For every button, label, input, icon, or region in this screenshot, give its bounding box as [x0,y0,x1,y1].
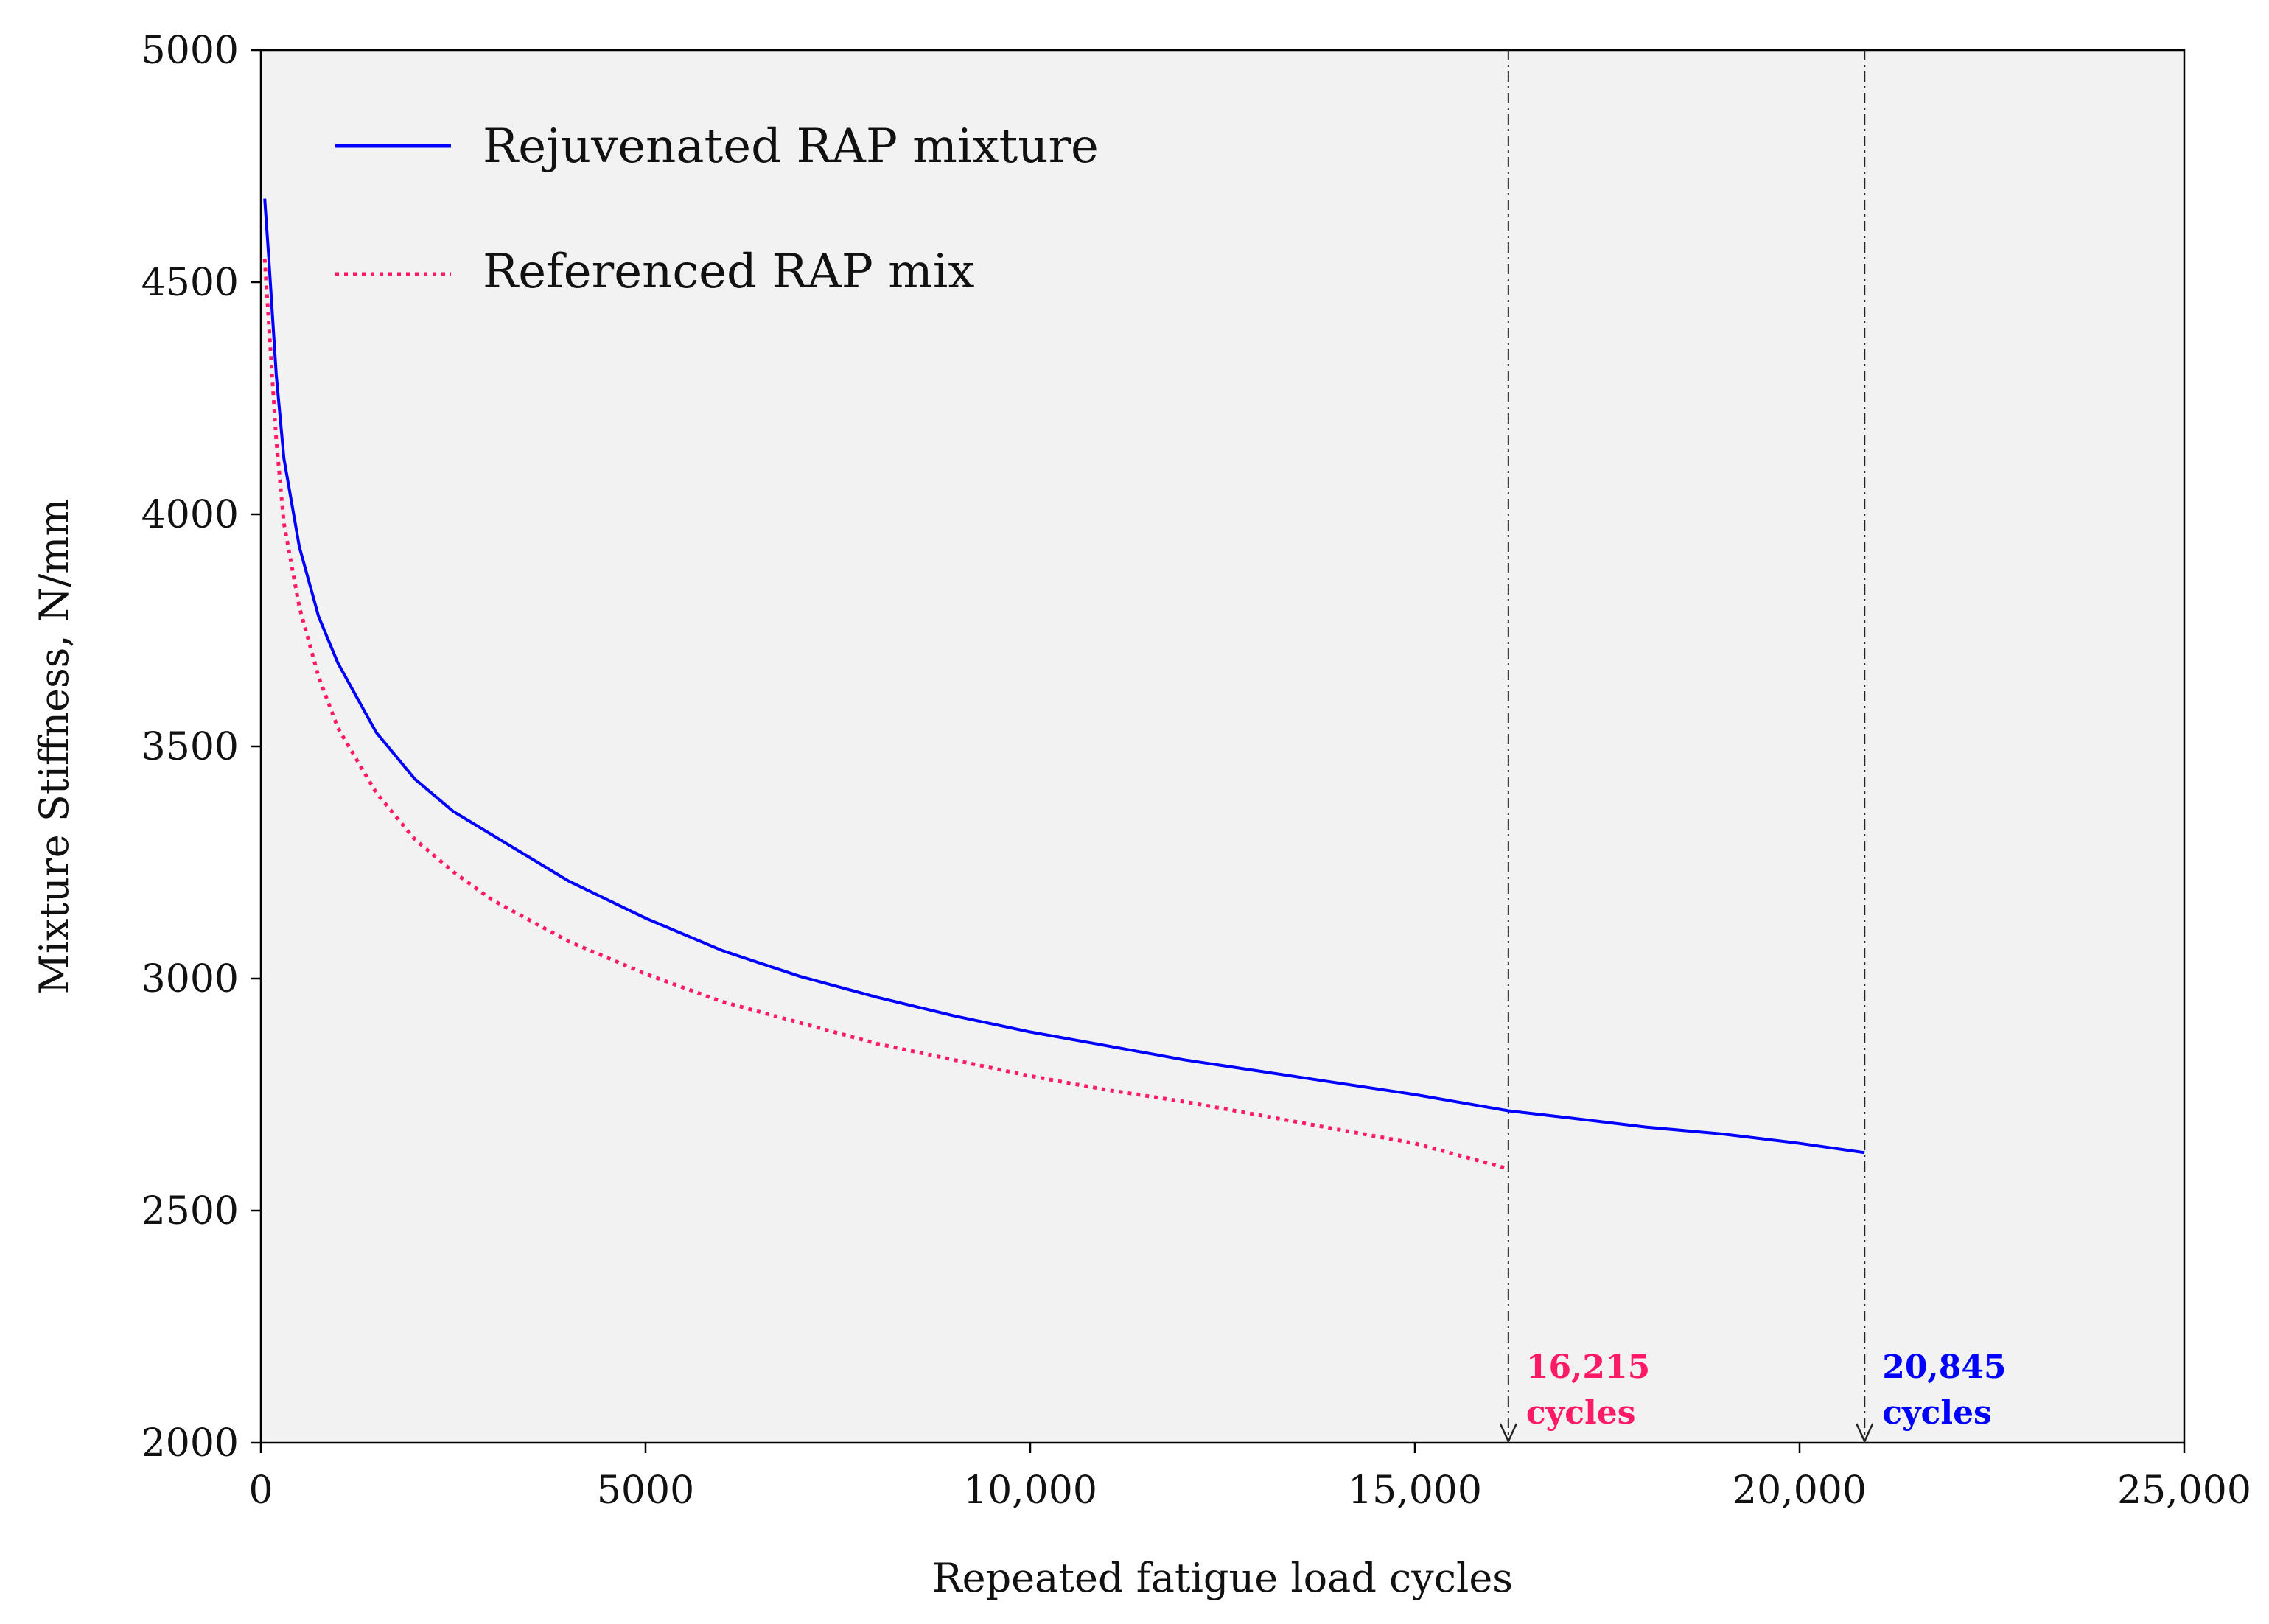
series-line-rejuvenated [263,198,1865,1155]
legend-label-referenced: Referenced RAP mix [483,245,974,299]
x-tick-label: 0 [248,1469,273,1513]
cycles-annotation-value: 20,845 [1882,1348,2006,1386]
y-tick-label: 3000 [141,957,239,1001]
reference-arrowhead [1499,1423,1517,1444]
y-tick-label: 3500 [141,725,239,769]
y-axis-title: Mixture Stiffness, N/mm [31,498,77,994]
y-tick-label: 5000 [141,29,239,73]
legend-label-rejuvenated: Rejuvenated RAP mixture [483,119,1099,174]
x-axis-title: Repeated fatigue load cycles [932,1555,1513,1601]
y-tick-label: 4500 [141,261,239,305]
cycles-annotation-unit: cycles [1526,1394,1636,1432]
series-line-referenced [262,259,1509,1171]
cycles-annotation-unit: cycles [1882,1394,1992,1432]
x-tick-label: 15,000 [1348,1469,1482,1513]
x-tick-label: 5000 [597,1469,694,1513]
plot-area [259,49,2186,1444]
y-tick-label: 2000 [141,1421,239,1466]
cycles-annotation-value: 16,215 [1526,1348,1650,1386]
y-tick-label: 4000 [141,493,239,537]
x-tick-label: 25,000 [2117,1469,2251,1513]
reference-arrowhead [1856,1423,1874,1444]
legend: Rejuvenated RAP mixture Referenced RAP m… [335,119,1099,299]
y-tick-label: 2500 [141,1189,239,1233]
x-tick-label: 20,000 [1733,1469,1867,1513]
x-tick-label: 10,000 [963,1469,1097,1513]
